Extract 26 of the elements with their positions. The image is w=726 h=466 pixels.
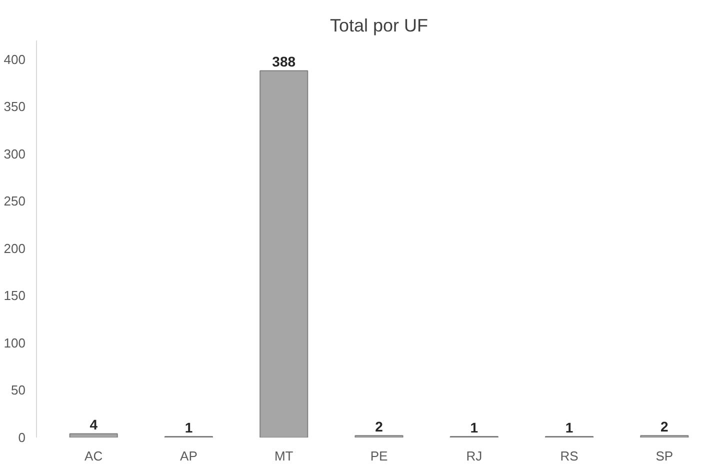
y-tick-label: 150 bbox=[4, 288, 26, 304]
data-label: 4 bbox=[90, 416, 98, 433]
data-label: 1 bbox=[470, 420, 478, 436]
data-label: 2 bbox=[375, 418, 384, 435]
y-tick-label: 200 bbox=[4, 240, 26, 256]
x-tick-label: RS bbox=[560, 448, 579, 464]
y-tick-label: 300 bbox=[4, 146, 26, 162]
data-label: 2 bbox=[660, 418, 669, 435]
x-tick-label: PE bbox=[370, 448, 388, 464]
bar bbox=[260, 70, 308, 438]
y-tick-label: 400 bbox=[4, 52, 26, 67]
chart-title: Total por UF bbox=[330, 16, 428, 36]
data-label: 388 bbox=[272, 54, 296, 70]
y-tick-label: 0 bbox=[18, 430, 26, 445]
x-tick-label: SP bbox=[656, 448, 674, 464]
bar bbox=[69, 433, 118, 438]
x-tick-label: AP bbox=[180, 448, 198, 464]
data-label: 1 bbox=[184, 420, 193, 436]
y-tick-label: 50 bbox=[11, 382, 26, 398]
data-label: 1 bbox=[565, 420, 574, 436]
y-tick-label: 250 bbox=[4, 194, 26, 209]
x-tick-label: AC bbox=[84, 448, 103, 464]
y-tick-label: 350 bbox=[4, 99, 26, 114]
x-tick-label: MT bbox=[274, 448, 294, 464]
x-tick-label: RJ bbox=[466, 448, 482, 464]
y-tick-label: 100 bbox=[4, 335, 26, 350]
